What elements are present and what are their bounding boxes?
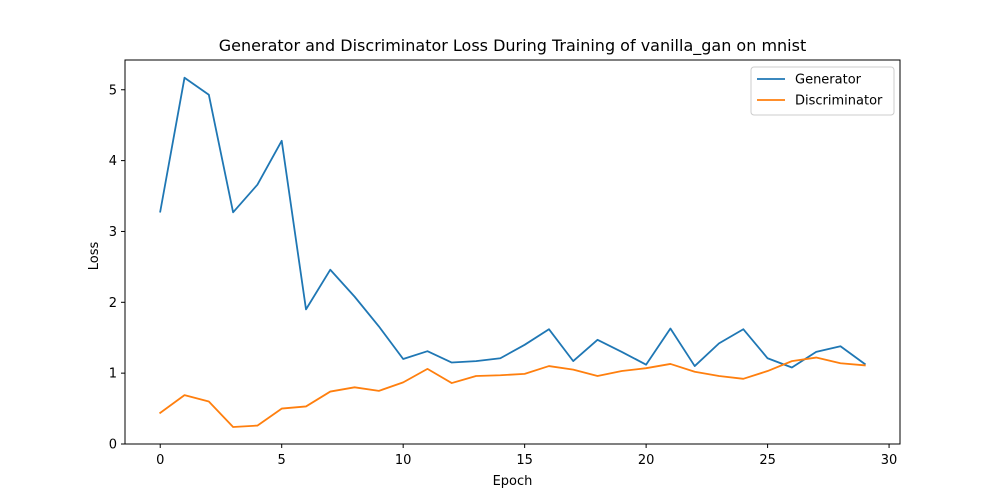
legend-label-discriminator: Discriminator <box>795 94 883 109</box>
legend-label-generator: Generator <box>795 73 862 88</box>
x-tick-label: 15 <box>516 453 533 468</box>
x-tick-label: 5 <box>278 453 286 468</box>
x-tick-label: 10 <box>395 453 412 468</box>
legend-box <box>750 66 895 116</box>
y-tick-label: 5 <box>109 83 117 98</box>
y-axis-label: Loss <box>87 242 102 271</box>
x-tick-label: 0 <box>156 453 164 468</box>
y-tick-label: 4 <box>109 154 117 169</box>
y-tick-label: 1 <box>109 367 117 382</box>
x-tick-label: 20 <box>638 453 655 468</box>
series-line-generator <box>159 76 867 369</box>
plot-layer: 0 5 10 15 20 25 30 0 1 2 3 4 5 Generator Discriminator <box>109 59 901 468</box>
x-axis-label: Epoch <box>493 474 533 489</box>
x-tick-label: 25 <box>759 453 776 468</box>
y-tick-label: 0 <box>109 438 117 453</box>
y-tick-label: 2 <box>109 296 117 311</box>
y-tick-label: 3 <box>109 225 117 240</box>
legend: Generator Discriminator <box>750 66 895 116</box>
plot-frame <box>124 59 901 445</box>
x-tick-label: 30 <box>881 453 898 468</box>
series-line-discriminator <box>158 356 866 428</box>
chart-title: Generator and Discriminator Loss During … <box>219 36 806 56</box>
